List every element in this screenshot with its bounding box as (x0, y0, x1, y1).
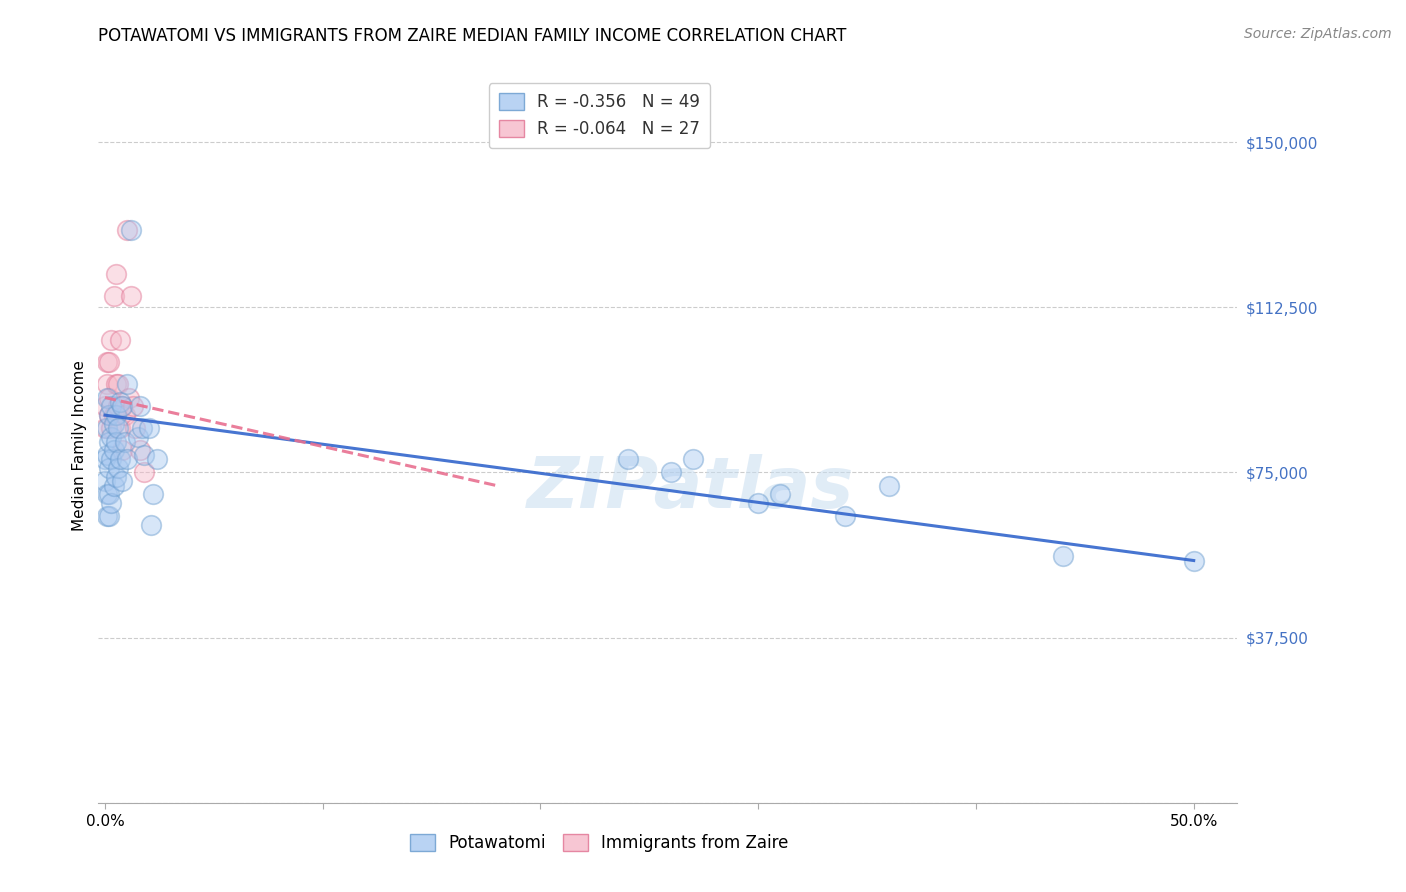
Point (104, 434, 127, 449)
Point (122, 400, 145, 414)
Point (107, 461, 129, 475)
Point (834, 509, 856, 524)
Point (134, 448, 156, 462)
Point (96, 509, 118, 524)
Point (134, 466, 156, 480)
Point (96, 448, 118, 462)
Point (103, 478, 125, 492)
Point (128, 400, 150, 414)
Point (98, 509, 121, 524)
Point (111, 400, 134, 414)
Point (120, 289, 142, 303)
Point (142, 487, 165, 501)
Point (100, 400, 122, 414)
Point (108, 452, 131, 467)
Text: Source: ZipAtlas.com: Source: ZipAtlas.com (1244, 27, 1392, 41)
Point (877, 478, 900, 492)
Point (104, 408, 127, 422)
Point (98, 408, 121, 422)
Point (96, 421, 118, 435)
Point (128, 443, 150, 458)
Point (96, 355, 118, 369)
Point (682, 452, 704, 467)
Point (108, 395, 131, 409)
Point (118, 391, 141, 405)
Text: ZIPatlas: ZIPatlas (527, 454, 855, 524)
Point (115, 223, 138, 237)
Point (139, 518, 162, 533)
Point (108, 421, 131, 435)
Point (100, 496, 122, 510)
Point (103, 443, 125, 458)
Point (104, 267, 127, 281)
Point (747, 496, 769, 510)
Point (98, 487, 121, 501)
Y-axis label: Median Family Income: Median Family Income (72, 360, 87, 532)
Point (659, 466, 682, 480)
Point (94, 475, 117, 489)
Point (103, 408, 125, 422)
Point (94, 421, 117, 435)
Point (111, 400, 134, 414)
Point (103, 417, 125, 431)
Point (100, 430, 122, 444)
Point (127, 430, 149, 444)
Point (96, 487, 118, 501)
Point (104, 470, 127, 484)
Point (138, 421, 160, 435)
Legend: Potawatomi, Immigrants from Zaire: Potawatomi, Immigrants from Zaire (404, 827, 796, 859)
Point (111, 443, 134, 458)
Point (94, 400, 117, 414)
Point (115, 377, 138, 392)
Point (111, 475, 134, 489)
Point (124, 421, 146, 435)
Text: POTAWATOMI VS IMMIGRANTS FROM ZAIRE MEDIAN FAMILY INCOME CORRELATION CHART: POTAWATOMI VS IMMIGRANTS FROM ZAIRE MEDI… (98, 27, 846, 45)
Point (146, 452, 169, 467)
Point (98, 434, 121, 449)
Point (120, 223, 142, 237)
Point (103, 289, 125, 303)
Point (94, 452, 117, 467)
Point (114, 408, 136, 422)
Point (98, 408, 121, 422)
Point (131, 421, 153, 435)
Point (100, 452, 122, 467)
Point (98, 461, 121, 475)
Point (107, 421, 129, 435)
Point (1182, 553, 1205, 567)
Point (100, 333, 122, 347)
Point (107, 377, 129, 392)
Point (616, 452, 638, 467)
Point (98, 391, 121, 405)
Point (769, 487, 792, 501)
Point (115, 452, 138, 467)
Point (1052, 549, 1074, 563)
Point (114, 434, 136, 449)
Point (96, 377, 118, 392)
Point (104, 377, 127, 392)
Point (96, 391, 118, 405)
Point (100, 421, 122, 435)
Point (107, 400, 129, 414)
Point (98, 355, 121, 369)
Point (108, 333, 131, 347)
